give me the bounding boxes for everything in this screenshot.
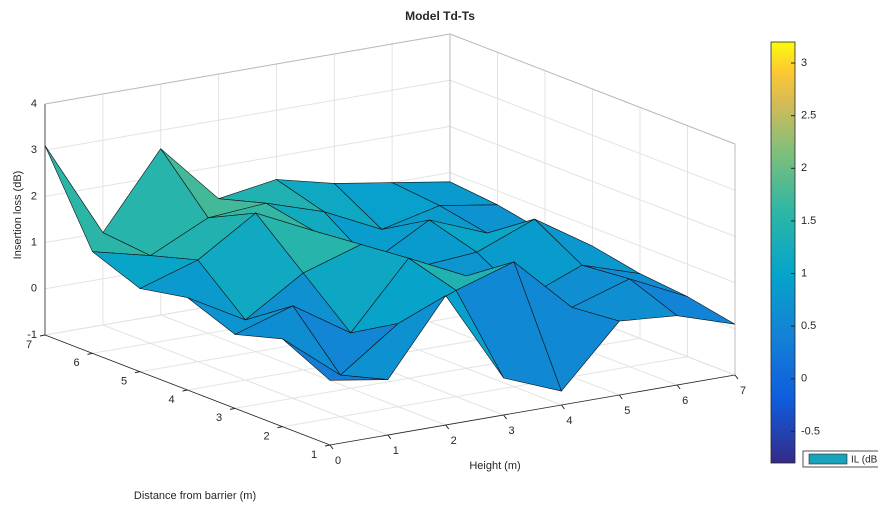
y-tick (134, 371, 141, 374)
z-tick-label: 1 (31, 237, 37, 249)
x-tick (734, 374, 739, 380)
y-tick (277, 426, 283, 429)
x-tick-label: 6 (682, 395, 688, 407)
x-tick (676, 384, 681, 390)
surface (44, 145, 736, 392)
x-tick-label: 5 (624, 405, 630, 417)
y-tick (229, 407, 236, 410)
colorbar-tick-label: -0.5 (801, 425, 820, 437)
z-tick-label: -1 (27, 329, 37, 341)
x-tick (561, 404, 565, 410)
x-axis-label: Height (m) (469, 460, 520, 472)
x-tick-label: 7 (740, 385, 746, 397)
colorbar-tick-label: 0.5 (801, 320, 816, 332)
x-tick (445, 424, 450, 430)
z-tick-label: 4 (31, 98, 37, 110)
x-tick (503, 414, 507, 420)
grid-line (44, 33, 736, 145)
x-tick-label: 1 (393, 445, 399, 457)
y-tick-label: 5 (121, 376, 127, 388)
surface-face (282, 338, 388, 381)
colorbar-tick-label: 0 (801, 373, 807, 385)
chart-title: Model Td-Ts (405, 9, 475, 23)
y-tick (39, 334, 46, 337)
y-axis-label: Distance from barrier (m) (134, 490, 256, 502)
colorbar-tick-label: 1.5 (801, 215, 816, 227)
legend-label: IL (dB (851, 455, 878, 466)
x-tick-label: 3 (509, 425, 515, 437)
legend-swatch (808, 453, 848, 465)
x-tick-label: 2 (451, 435, 457, 447)
y-tick-label: 2 (263, 431, 269, 443)
y-tick (324, 444, 331, 447)
y-tick-label: 3 (216, 412, 222, 424)
x-tick-label: 0 (335, 455, 341, 467)
x-tick (387, 434, 392, 440)
colorbar (770, 41, 796, 464)
z-tick-label: 0 (31, 283, 37, 295)
y-tick-label: 6 (73, 357, 79, 369)
colorbar-tick-label: 2.5 (801, 110, 816, 122)
y-tick-label: 4 (168, 394, 174, 406)
colorbar-tick-label: 1 (801, 267, 807, 279)
x-tick (329, 444, 334, 450)
y-tick-label: 1 (311, 449, 317, 461)
z-tick-label: 3 (31, 144, 37, 156)
colorbar-tick-label: 2 (801, 162, 807, 174)
y-tick-label: 7 (26, 339, 32, 351)
box-line (44, 33, 736, 375)
z-tick-label: 2 (31, 190, 37, 202)
y-tick (182, 389, 188, 392)
z-axis-label: Insertion loss (dB) (12, 171, 24, 260)
x-tick-label: 4 (566, 415, 572, 427)
colorbar-tick-label: 3 (801, 57, 807, 69)
y-tick (87, 352, 93, 355)
x-tick (618, 394, 623, 400)
